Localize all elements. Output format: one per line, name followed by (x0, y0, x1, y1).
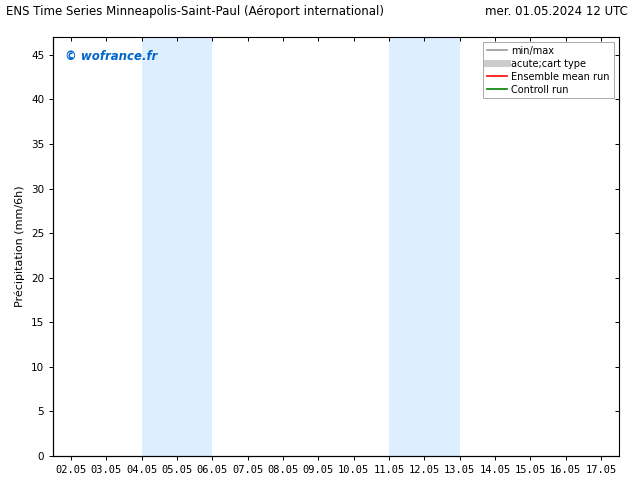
Bar (389, 37, 460, 456)
Text: mer. 01.05.2024 12 UTC: mer. 01.05.2024 12 UTC (485, 5, 628, 18)
Text: © wofrance.fr: © wofrance.fr (65, 49, 157, 63)
Y-axis label: Précipitation (mm/6h): Précipitation (mm/6h) (15, 186, 25, 307)
Legend: min/max, acute;cart type, Ensemble mean run, Controll run: min/max, acute;cart type, Ensemble mean … (483, 42, 614, 98)
Text: ENS Time Series Minneapolis-Saint-Paul (Aéroport international): ENS Time Series Minneapolis-Saint-Paul (… (6, 5, 384, 18)
Bar (141, 37, 212, 456)
